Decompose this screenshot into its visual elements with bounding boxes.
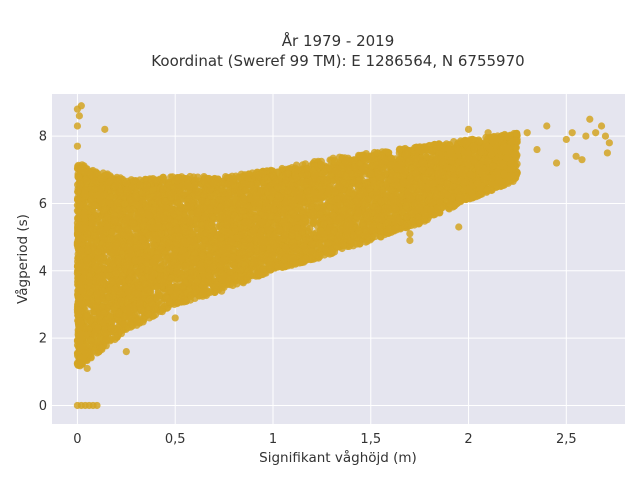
chart-title-line1: År 1979 - 2019: [282, 31, 395, 50]
chart-title-line2: Koordinat (Sweref 99 TM): E 1286564, N 6…: [151, 52, 524, 70]
data-points: [73, 102, 613, 410]
